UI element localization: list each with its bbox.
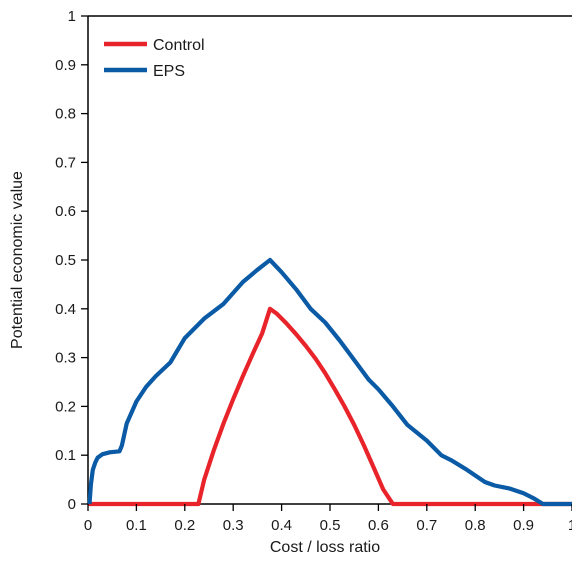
series-line-eps: [87, 257, 572, 507]
x-tick-label: 0.8: [465, 517, 486, 534]
axes: [87, 15, 572, 505]
legend-label-eps: EPS: [153, 63, 185, 80]
y-tick-label: 0.9: [55, 57, 76, 74]
tick-layer: 0 0.1 0.2 0.3 0.4 0.5 0.6 0.7 0.8 0.9 1 0 0.1 0.2 0.3 0…: [55, 8, 572, 534]
x-tick-label: 1: [568, 517, 572, 534]
x-tick-label: 0.4: [271, 517, 292, 534]
x-tick-label: 0.2: [174, 517, 195, 534]
y-tick-label: 0: [68, 496, 76, 513]
series-line-control: [88, 306, 572, 507]
y-tick-label: 0.2: [55, 398, 76, 415]
y-tick-label: 0.8: [55, 106, 76, 123]
y-tick-label: 0.1: [55, 447, 76, 464]
y-tick-label: 0.6: [55, 203, 76, 220]
x-tick-label: 0.5: [320, 517, 341, 534]
x-tick-label: 0.9: [513, 517, 534, 534]
x-axis-label: Cost / loss ratio: [270, 539, 380, 556]
x-tick-label: 0.1: [126, 517, 147, 534]
legend: Control EPS: [104, 37, 205, 80]
x-tick-label: 0.7: [416, 517, 437, 534]
y-tick-label: 0.3: [55, 350, 76, 367]
x-tick-label: 0.6: [368, 517, 389, 534]
y-tick-label: 0.5: [55, 252, 76, 269]
series-layer: [87, 257, 572, 507]
x-tick-label: 0.3: [223, 517, 244, 534]
y-tick-label: 0.7: [55, 154, 76, 171]
y-tick-label: 1: [68, 8, 76, 25]
x-tick-label: 0: [84, 517, 92, 534]
legend-label-control: Control: [153, 37, 205, 54]
y-tick-label: 0.4: [55, 301, 76, 318]
y-axis-label: Potential economic value: [9, 171, 26, 349]
